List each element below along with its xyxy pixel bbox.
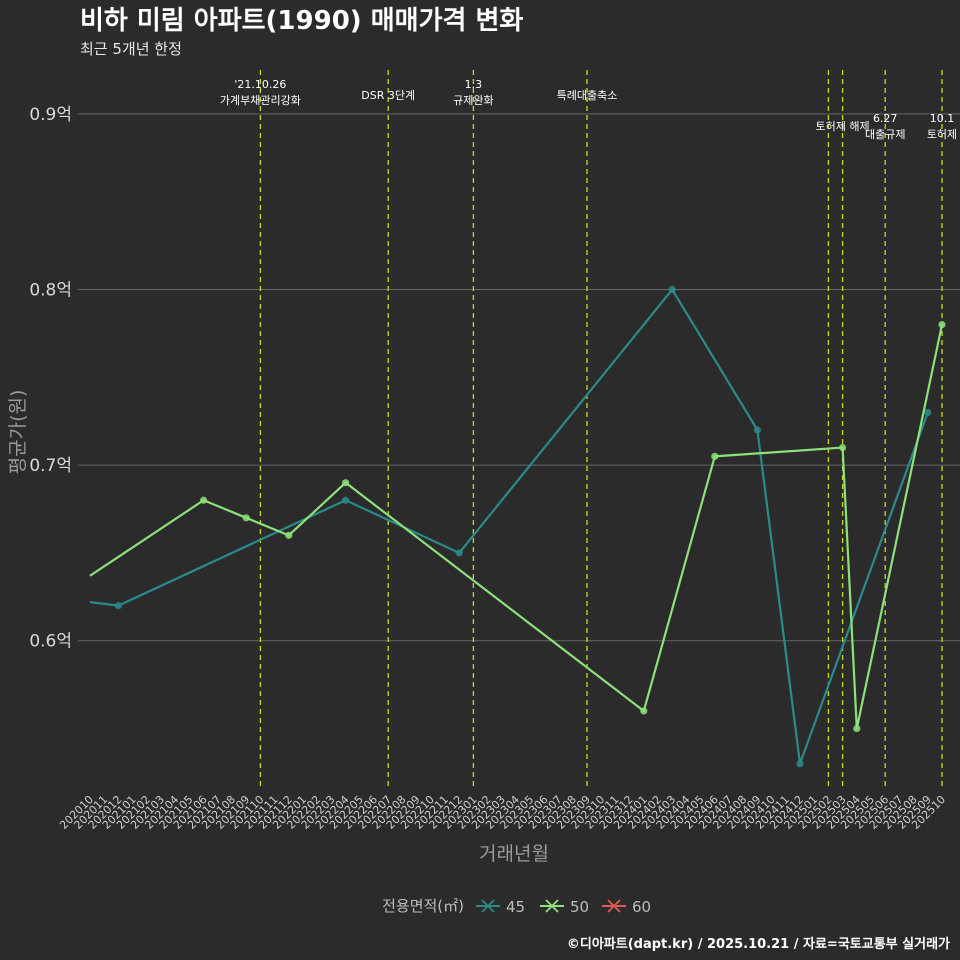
event-label: 1.3 [465,78,483,91]
policy-events: '21.10.26 가계부채관리강화 DSR 3단계 1.3 규제완화 특례대출축소토허제… [220,70,957,790]
data-point-50[interactable] [711,452,719,460]
data-point-45[interactable] [455,549,463,557]
data-point-45[interactable] [796,760,804,768]
event-label: 10.1 [930,112,955,125]
legend-key-cross-icon [607,899,621,913]
data-point-50[interactable] [200,496,208,504]
data-point-45[interactable] [924,408,932,417]
data-point-50[interactable] [853,724,861,733]
source-credit: ©디아파트(dapt.kr) / 2025.10.21 / 자료=국토교통부 실… [567,936,950,952]
y-tick-label: 0.8억 [29,281,72,301]
data-point-50[interactable] [640,707,648,715]
data-point-45[interactable] [114,602,122,610]
data-point-50[interactable] [242,514,250,522]
data-point-50[interactable] [285,531,293,539]
legend[interactable]: 전용면적(㎡) 45 50 60 [382,897,651,916]
y-axis-ticks: 0.6억 0.7억 0.8억 0.9억 [29,105,72,652]
event-label: 토허제 [927,128,957,141]
data-series [89,285,946,768]
event-label: '21.10.26 [234,78,286,91]
chart-subtitle: 최근 5개년 한정 [80,40,182,58]
data-point-45[interactable] [668,285,676,294]
legend-item-label: 45 [506,898,525,916]
grid [78,113,960,642]
event-label: DSR 3단계 [361,89,415,102]
data-point-45[interactable] [342,496,350,504]
event-label: 가계부채관리강화 [220,94,301,107]
event-label: 규제완화 [453,94,493,107]
series-line-45 [89,288,929,765]
x-axis-ticks: 2020102020112020122021012021022021032021… [57,793,948,832]
data-point-50[interactable] [938,321,946,329]
event-label: 6.27 [873,112,898,125]
legend-key-cross-icon [545,899,559,913]
legend-title: 전용면적(㎡) [382,897,464,915]
y-axis-title: 평균가(원) [7,390,29,475]
chart-title: 비하 미림 아파트(1990) 매매가격 변화 [80,6,523,36]
y-tick-label: 0.6억 [29,632,72,652]
legend-key-cross-icon [481,899,495,913]
y-tick-label: 0.7억 [29,456,72,476]
legend-item-label: 50 [570,898,589,916]
event-label: 특례대출축소 [557,89,618,102]
data-point-50[interactable] [342,479,350,487]
series-line-50 [89,324,944,730]
x-axis-title: 거래년월 [479,843,549,865]
data-point-50[interactable] [839,443,847,452]
data-point-45[interactable] [753,426,762,434]
event-label: 토허제 해제 [816,119,870,133]
y-tick-label: 0.9억 [29,105,72,125]
event-label: 대출규제 [865,128,905,141]
legend-item-label: 60 [632,898,651,916]
